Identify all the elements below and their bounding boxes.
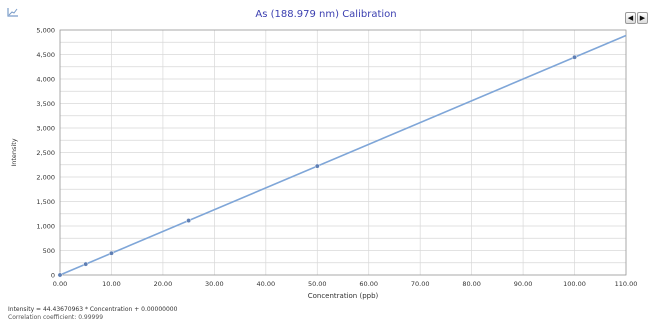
- previous-chart-button[interactable]: ◀: [625, 12, 636, 24]
- left-arrow-icon: ◀: [627, 13, 634, 22]
- x-tick-label: 40.00: [257, 280, 276, 288]
- y-tick-label: 500: [43, 247, 55, 255]
- x-tick-label: 20.00: [154, 280, 173, 288]
- plot-frame: [59, 29, 627, 276]
- x-tick-label: 50.00: [308, 280, 327, 288]
- grid-lines: [59, 29, 627, 276]
- standard-point: [186, 218, 192, 224]
- regression-equation: Intensity = 44.43670963 * Concentration …: [8, 306, 178, 313]
- next-chart-button[interactable]: ▶: [637, 12, 648, 24]
- y-tick-label: 0: [51, 272, 55, 280]
- calibration-fit-line: [59, 34, 627, 276]
- x-tick-label: 70.00: [411, 280, 430, 288]
- y-tick-label: 3,500: [36, 100, 55, 108]
- x-tick-label: 110.00: [615, 280, 638, 288]
- tick-labels: 0.00 10.00 20.00 30.00 40.00 50.00 60.00 70.00 8…: [36, 27, 637, 289]
- chart-corner-icon: [7, 8, 18, 17]
- x-tick-label: 30.00: [205, 280, 224, 288]
- x-tick-label: 90.00: [514, 280, 533, 288]
- x-tick-label: 10.00: [102, 280, 121, 288]
- correlation-coefficient: Correlation coefficient: 0.99999: [8, 314, 104, 321]
- x-tick-label: 0.00: [53, 280, 67, 288]
- y-tick-label: 2,500: [36, 149, 55, 157]
- y-tick-label: 4,000: [36, 76, 55, 84]
- y-tick-label: 3,000: [36, 125, 55, 133]
- y-tick-label: 2,000: [36, 174, 55, 182]
- standard-point: [572, 54, 577, 60]
- y-tick-label: 1,000: [36, 223, 55, 231]
- standard-point: [314, 163, 320, 169]
- y-tick-label: 5,000: [36, 27, 55, 35]
- standard-point: [109, 250, 114, 256]
- x-tick-label: 60.00: [359, 280, 378, 288]
- chart-title: As (188.979 nm) Calibration: [255, 9, 397, 20]
- y-tick-label: 1,500: [36, 198, 55, 206]
- series: [57, 34, 627, 278]
- y-axis-label: Intensity: [10, 138, 18, 166]
- x-axis-label: Concentration (ppb): [308, 292, 379, 300]
- axes: [59, 29, 627, 276]
- standard-point: [57, 272, 63, 278]
- x-tick-label: 80.00: [462, 280, 481, 288]
- standard-point: [83, 261, 89, 267]
- right-arrow-icon: ▶: [639, 13, 646, 22]
- y-tick-label: 4,500: [36, 51, 55, 59]
- x-tick-label: 100.00: [563, 280, 586, 288]
